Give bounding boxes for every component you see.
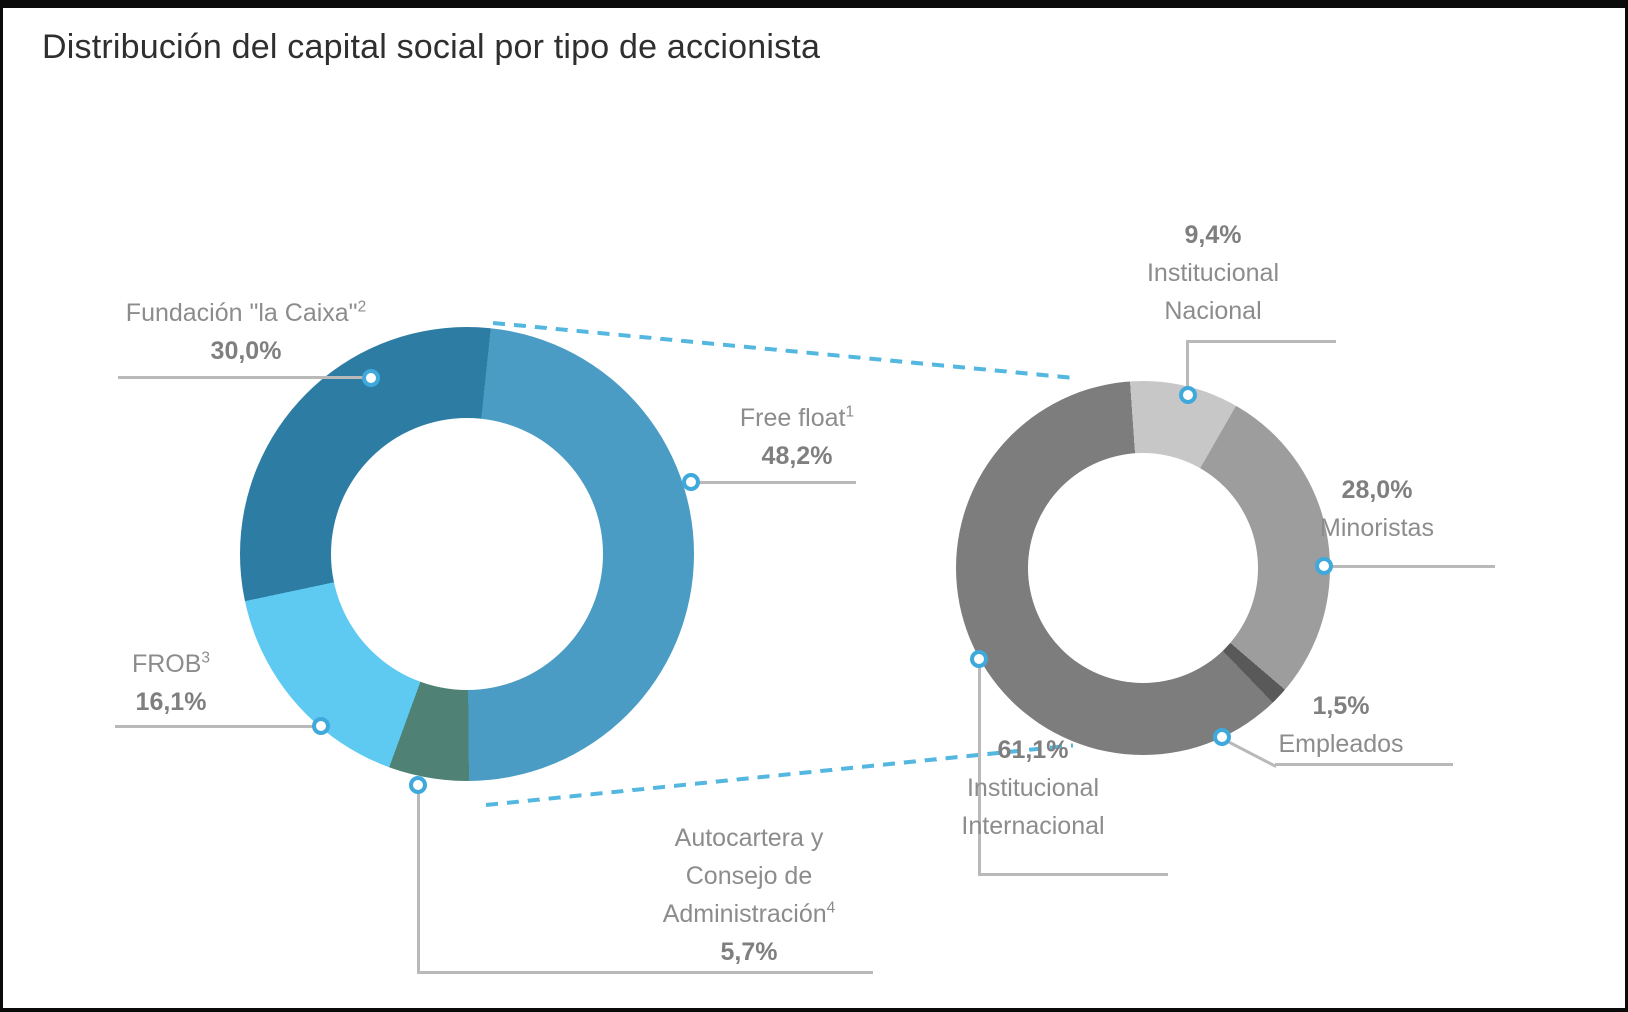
donut-capital-social-hole xyxy=(331,418,603,690)
callout-free-float: Free float1 48,2% xyxy=(697,399,897,475)
callout-institucional-nacional-value: 9,4% xyxy=(1184,221,1242,249)
minoristas-leader-line xyxy=(1324,565,1495,568)
chart-title: Distribución del capital social por tipo… xyxy=(42,28,821,66)
empleados-leader-line-horizontal xyxy=(1275,763,1453,766)
donut-capital-social xyxy=(240,327,694,781)
autocartera-leader-line-horizontal xyxy=(417,971,873,974)
internacional-leader-line-horizontal xyxy=(978,873,1168,876)
callout-frob-value: 16,1% xyxy=(135,688,207,716)
callout-institucional-internacional: 61,1% Institucional Internacional xyxy=(933,731,1133,845)
callout-fundacion-value: 30,0% xyxy=(210,337,282,365)
callout-institucional-nacional-label-line1: Institucional xyxy=(1146,259,1280,287)
callout-institucional-internacional-label-line1: Institucional xyxy=(966,774,1100,802)
callout-fundacion: Fundación "la Caixa"2 30,0% xyxy=(96,294,396,370)
callout-empleados-value: 1,5% xyxy=(1312,692,1370,720)
callout-empleados: 1,5% Empleados xyxy=(1241,687,1441,763)
nacional-leader-line-vertical xyxy=(1186,340,1189,394)
internacional-point-marker xyxy=(970,650,988,668)
frob-point-marker xyxy=(312,717,330,735)
frob-leader-line xyxy=(115,725,321,728)
empleados-point-marker xyxy=(1213,728,1231,746)
callout-autocartera-value: 5,7% xyxy=(720,938,778,966)
nacional-point-marker xyxy=(1179,386,1197,404)
callout-free-float-label: Free float1 xyxy=(739,403,855,432)
callout-autocartera-label-line1: Autocartera y xyxy=(674,824,824,852)
callout-autocartera-label-line2: Consejo de xyxy=(685,862,813,890)
callout-minoristas: 28,0% Minoristas xyxy=(1277,471,1477,547)
callout-autocartera: Autocartera y Consejo de Administración4… xyxy=(599,819,899,971)
callout-minoristas-value: 28,0% xyxy=(1341,476,1413,504)
free-float-point-marker xyxy=(682,473,700,491)
donut-free-float-breakdown xyxy=(956,381,1330,755)
callout-frob-label: FROB3 xyxy=(131,649,211,678)
callout-free-float-value: 48,2% xyxy=(761,442,833,470)
fundacion-leader-line xyxy=(118,376,371,379)
callout-fundacion-label: Fundación "la Caixa"2 xyxy=(125,298,367,327)
fundacion-point-marker xyxy=(362,369,380,387)
free-float-leader-line xyxy=(691,481,856,484)
donut-free-float-breakdown-hole xyxy=(1028,453,1258,683)
callout-institucional-internacional-value: 61,1% xyxy=(997,736,1069,764)
minoristas-point-marker xyxy=(1315,557,1333,575)
callout-institucional-internacional-label-line2: Internacional xyxy=(961,812,1105,840)
callout-autocartera-label-line3: Administración4 xyxy=(662,899,836,928)
autocartera-point-marker xyxy=(409,776,427,794)
nacional-leader-line-horizontal xyxy=(1186,340,1336,343)
callout-institucional-nacional-label-line2: Nacional xyxy=(1164,297,1262,325)
callout-minoristas-label: Minoristas xyxy=(1320,514,1434,542)
callout-frob: FROB3 16,1% xyxy=(71,645,271,721)
callout-empleados-label: Empleados xyxy=(1278,730,1404,758)
internacional-leader-line-vertical xyxy=(978,659,981,876)
callout-institucional-nacional: 9,4% Institucional Nacional xyxy=(1113,216,1313,330)
autocartera-leader-line-vertical xyxy=(417,785,420,974)
